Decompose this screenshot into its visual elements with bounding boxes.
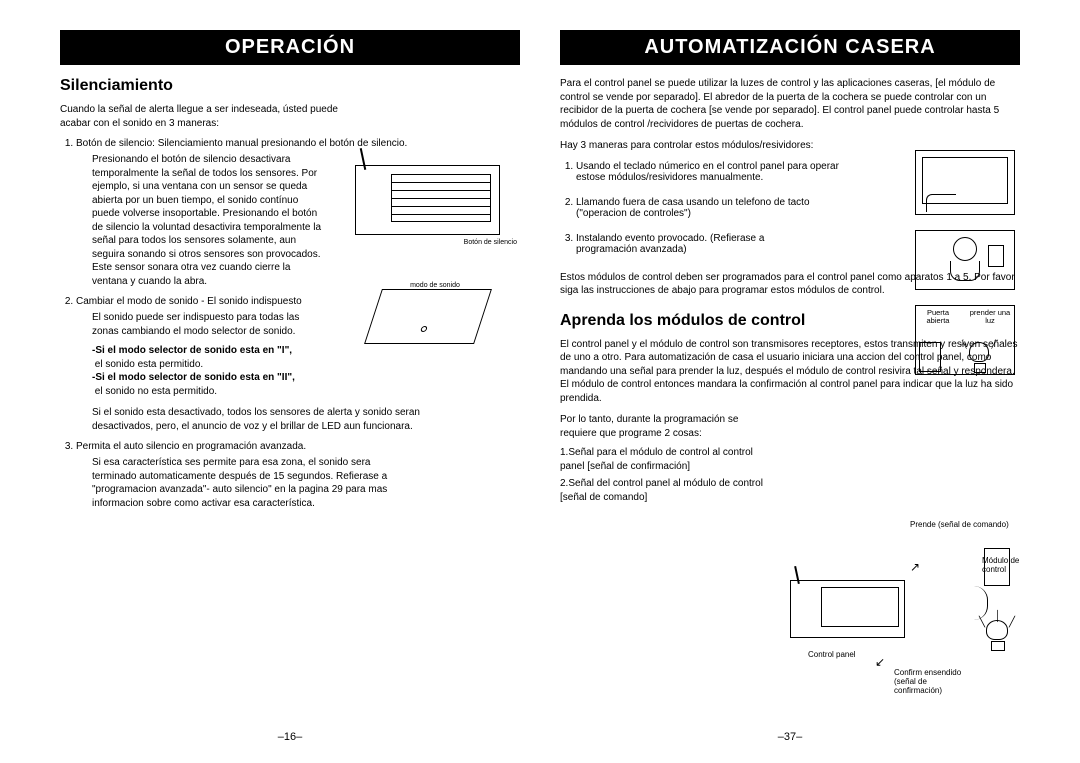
li2-selector-block: -Si el modo selector de sonido esta en "… [76, 344, 324, 398]
figure-signal-loop: Prende (señal de comando) ↗ Módulo de co… [790, 520, 1020, 705]
right-page: AUTOMATIZACIÓN CASERA Para el control pa… [540, 30, 1040, 743]
arrow-right-icon: ↗ [910, 560, 920, 574]
control-panel-icon [790, 580, 905, 638]
list-item: Instalando evento provocado. (Refierase … [576, 233, 820, 255]
fig4-panel-label: Control panel [808, 650, 856, 659]
hand-icon [926, 194, 956, 212]
main-list-right: Usando el teclado númerico en el control… [560, 161, 860, 183]
r-li3: Instalando evento provocado. (Refierase … [576, 233, 764, 255]
list-item: Permita el auto silencio en programación… [76, 441, 520, 510]
fig1-label: Botón de silencio [464, 239, 517, 246]
li2-b1: -Si el modo selector de sonido esta en "… [92, 345, 292, 356]
li2-b1b: el sonido esta permitido. [95, 359, 203, 370]
left-heading-bar: OPERACIÓN [60, 30, 520, 65]
right-p5: Por lo tanto, durante la programación se… [560, 413, 770, 440]
main-list-right-2: Llamando fuera de casa usando un telefon… [560, 197, 860, 219]
intro-paragraph: Cuando la señal de alerta llegue a ser i… [60, 103, 370, 130]
figure-door-lamp: Puerta abierta → prender una luz ╲ ╱ [915, 305, 1015, 375]
device-icon [355, 165, 500, 235]
person-icon [953, 237, 977, 261]
page-number-right: –37– [540, 731, 1040, 743]
door-label: Puerta abierta [919, 309, 957, 326]
device-wedge-icon [364, 289, 492, 344]
li2-b2b: el sonido no esta permitido. [95, 386, 217, 397]
curve-connector-icon [964, 586, 988, 620]
mode-dial-icon [420, 326, 428, 332]
fig2-label: modo de sonido [355, 282, 515, 289]
lamp-block: prender una luz ╲ ╱ [969, 309, 1011, 362]
left-page: OPERACIÓN Silenciamiento Cuando la señal… [40, 30, 540, 743]
keypad-icon [821, 587, 899, 627]
lamp-label: prender una luz [969, 309, 1011, 326]
figure-control-panel-top: Botón de silencio [355, 165, 515, 260]
fig4-cmd-label: Prende (señal de comando) [910, 520, 1009, 529]
list-item: Usando el teclado númerico en el control… [576, 161, 860, 183]
li3-body: Si esa característica ses permite para e… [76, 456, 416, 510]
li1-head: Botón de silencio: Silenciamiento manual… [76, 138, 407, 149]
li1-body: Presionando el botón de silencio desacti… [76, 153, 324, 288]
right-p1: Para el control panel se puede utilizar … [560, 77, 1020, 131]
figure-sound-mode: modo de sonido [355, 312, 515, 402]
r-li2: Llamando fuera de casa usando un telefon… [576, 197, 810, 219]
r-li4: 1.Señal para el módulo de control al con… [560, 446, 770, 473]
door-icon [919, 342, 941, 372]
r-li5: 2.Señal del control panel al módulo de c… [560, 477, 770, 504]
li2-b2: -Si el modo selector de sonido esta en "… [92, 372, 295, 383]
section-title-silenciamiento: Silenciamiento [60, 77, 520, 95]
lamp-icon: ╲ ╱ │ [986, 620, 1008, 640]
page-number-left: –16– [40, 731, 540, 743]
keypad-icon [391, 174, 491, 222]
li2-head: Cambiar el modo de sonido - El sonido in… [76, 296, 302, 307]
list-item: Llamando fuera de casa usando un telefon… [576, 197, 860, 219]
person-body-icon [950, 261, 980, 281]
figure-telephone-user [915, 230, 1015, 290]
lamp-icon: ╲ ╱ [969, 342, 989, 362]
two-page-spread: OPERACIÓN Silenciamiento Cuando la señal… [0, 0, 1080, 763]
li2-p2: Si el sonido esta desactivado, todos los… [76, 406, 436, 433]
door-block: Puerta abierta [919, 309, 957, 372]
li2-p1: El sonido puede ser indispuesto para tod… [76, 311, 324, 338]
phone-icon [988, 245, 1004, 267]
main-list-right-3: Instalando evento provocado. (Refierase … [560, 233, 820, 255]
fig4-module-label: Módulo de control [982, 556, 1032, 574]
arrow-left-icon: ↙ [875, 655, 885, 669]
li3-head: Permita el auto silencio en programación… [76, 441, 306, 452]
right-heading-bar: AUTOMATIZACIÓN CASERA [560, 30, 1020, 65]
r-li1: Usando el teclado númerico en el control… [576, 161, 839, 183]
figure-keypad-hand [915, 150, 1015, 215]
fig4-confirm-label: Confirm ensendido (señal de confirmación… [894, 668, 964, 696]
